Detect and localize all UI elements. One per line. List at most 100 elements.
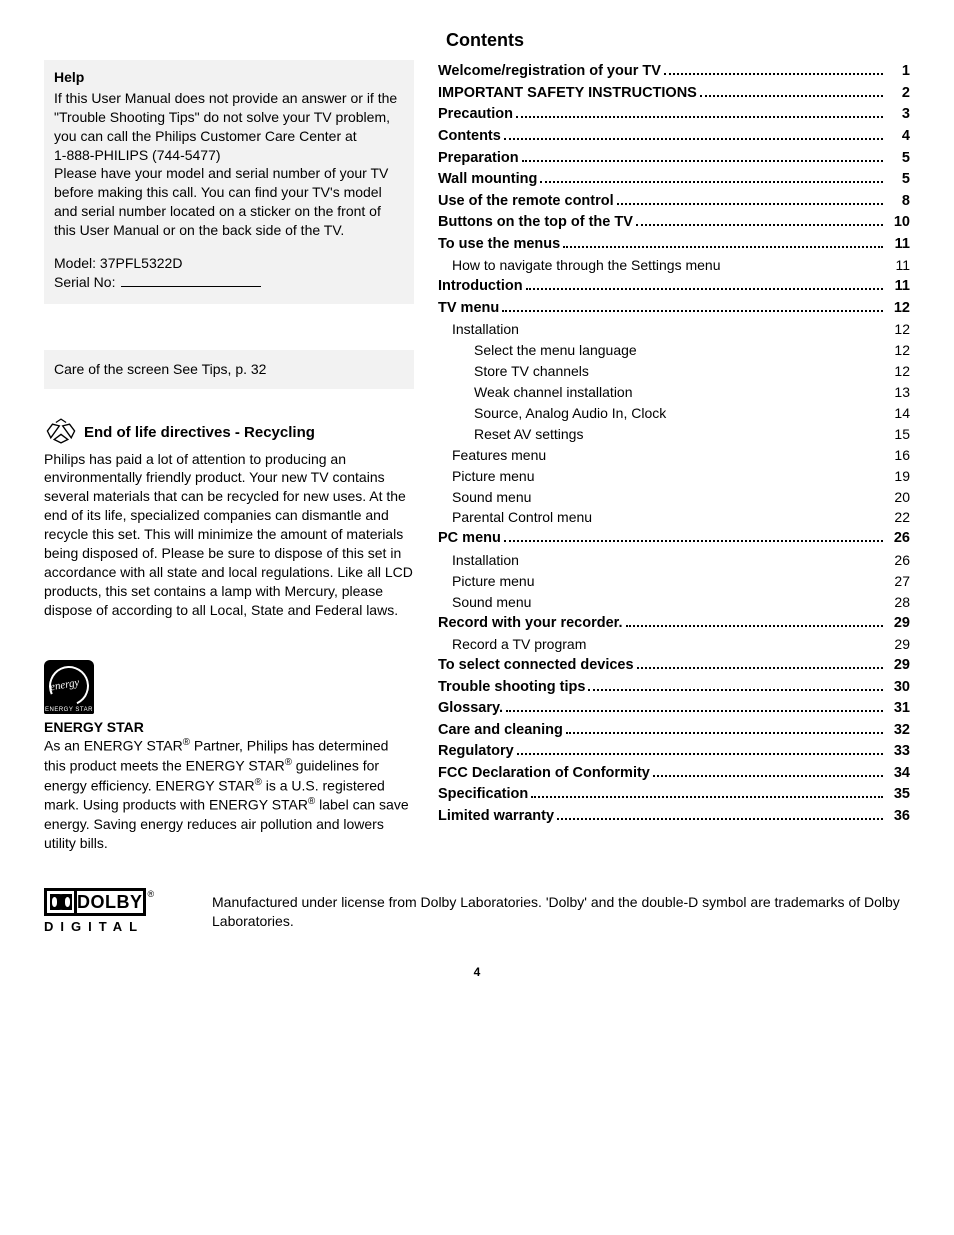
toc-label: Source, Analog Audio In, Clock: [474, 404, 666, 423]
toc-entry: Sound menu20: [438, 488, 910, 507]
toc-label: Store TV channels: [474, 362, 589, 381]
model-line: Model: 37PFL5322D: [54, 254, 404, 273]
toc-entry: Limited warranty 36: [438, 807, 910, 827]
model-value: 37PFL5322D: [100, 255, 183, 271]
toc-entry: Installation26: [438, 551, 910, 570]
toc-page-number: 27: [886, 572, 910, 591]
toc-page-number: 33: [886, 742, 910, 762]
toc-label: Preparation: [438, 149, 519, 169]
toc-entry: Select the menu language12: [438, 341, 910, 360]
toc-page-number: 13: [886, 383, 910, 402]
toc-label: Picture menu: [452, 467, 534, 486]
toc-page-number: 36: [886, 807, 910, 827]
toc-entry: Buttons on the top of the TV 10: [438, 213, 910, 233]
toc-page-number: 28: [886, 593, 910, 612]
serial-blank-field[interactable]: [121, 273, 261, 287]
help-body-2: Please have your model and serial number…: [54, 164, 404, 240]
toc-entry: Introduction11: [438, 277, 910, 297]
toc-entry: Contents4: [438, 127, 910, 147]
help-body-1: If this User Manual does not provide an …: [54, 89, 404, 146]
toc-page-number: 11: [886, 277, 910, 297]
toc-label: Reset AV settings: [474, 425, 583, 444]
toc-label: Buttons on the top of the TV: [438, 213, 633, 233]
toc-entry: PC menu26: [438, 529, 910, 549]
toc-entry: Reset AV settings 15: [438, 425, 910, 444]
toc-label: TV menu: [438, 299, 499, 319]
toc-leader-dots: [531, 796, 883, 798]
toc-leader-dots: [626, 625, 883, 627]
toc-entry: Wall mounting5: [438, 170, 910, 190]
toc-label: Features menu: [452, 446, 546, 465]
serial-label: Serial No:: [54, 273, 115, 292]
toc-entry: Picture menu 27: [438, 572, 910, 591]
toc-entry: Glossary.31: [438, 699, 910, 719]
dolby-footer: DOLBY ® DIGITAL Manufactured under licen…: [44, 888, 910, 936]
toc-page-number: 14: [886, 404, 910, 423]
toc-page-number: 5: [886, 170, 910, 190]
toc-label: Installation: [452, 320, 519, 339]
toc-leader-dots: [566, 732, 883, 734]
toc-entry: Features menu16: [438, 446, 910, 465]
energy-star-logo-bar: ENERGY STAR: [44, 706, 94, 714]
table-of-contents: Welcome/registration of your TV1IMPORTAN…: [438, 62, 910, 826]
toc-leader-dots: [540, 181, 883, 183]
toc-page-number: 34: [886, 764, 910, 784]
dolby-registered-mark: ®: [148, 888, 155, 900]
two-column-layout: Help If this User Manual does not provid…: [44, 28, 910, 852]
toc-label: Contents: [438, 127, 501, 147]
help-box: Help If this User Manual does not provid…: [44, 60, 414, 304]
toc-entry: Record with your recorder.29: [438, 614, 910, 634]
toc-page-number: 10: [886, 213, 910, 233]
dolby-license-note: Manufactured under license from Dolby La…: [212, 893, 910, 931]
toc-label: Precaution: [438, 105, 513, 125]
toc-page-number: 11: [886, 256, 910, 275]
toc-page-number: 11: [886, 235, 910, 255]
toc-page-number: 1: [886, 62, 910, 82]
toc-label: Picture menu: [452, 572, 534, 591]
toc-page-number: 8: [886, 192, 910, 212]
toc-entry: Parental Control menu22: [438, 508, 910, 527]
toc-entry: Use of the remote control8: [438, 192, 910, 212]
toc-leader-dots: [506, 710, 883, 712]
toc-entry: Weak channel installation13: [438, 383, 910, 402]
toc-page-number: 12: [886, 320, 910, 339]
toc-page-number: 26: [886, 529, 910, 549]
toc-label: Limited warranty: [438, 807, 554, 827]
toc-page-number: 3: [886, 105, 910, 125]
recycle-icon: [44, 417, 78, 450]
toc-leader-dots: [516, 116, 883, 118]
toc-page-number: 32: [886, 721, 910, 741]
toc-entry: Regulatory33: [438, 742, 910, 762]
toc-label: Select the menu language: [474, 341, 637, 360]
toc-leader-dots: [502, 310, 883, 312]
toc-page-number: 15: [886, 425, 910, 444]
contents-title: Contents: [446, 28, 910, 52]
toc-leader-dots: [653, 775, 883, 777]
toc-entry: Sound menu28: [438, 593, 910, 612]
right-column: Contents Welcome/registration of your TV…: [438, 28, 910, 852]
toc-leader-dots: [563, 246, 883, 248]
dolby-logo: DOLBY ® DIGITAL: [44, 888, 184, 936]
toc-label: Specification: [438, 785, 528, 805]
recycling-title: End of life directives - Recycling: [84, 423, 315, 443]
toc-label: To select connected devices: [438, 656, 634, 676]
toc-label: Record a TV program: [452, 635, 586, 654]
toc-entry: TV menu 12: [438, 299, 910, 319]
toc-entry: Trouble shooting tips30: [438, 678, 910, 698]
toc-leader-dots: [557, 818, 883, 820]
toc-leader-dots: [588, 689, 883, 691]
toc-page-number: 30: [886, 678, 910, 698]
model-label: Model:: [54, 255, 96, 271]
toc-page-number: 5: [886, 149, 910, 169]
toc-page-number: 12: [886, 299, 910, 319]
toc-page-number: 22: [886, 508, 910, 527]
page-number: 4: [44, 964, 910, 980]
toc-entry: Record a TV program29: [438, 635, 910, 654]
serial-line: Serial No:: [54, 273, 404, 292]
toc-label: How to navigate through the Settings men…: [452, 256, 721, 275]
dolby-double-d-icon: [47, 891, 77, 913]
toc-page-number: 35: [886, 785, 910, 805]
toc-leader-dots: [522, 160, 883, 162]
toc-entry: Installation 12: [438, 320, 910, 339]
dolby-digital-text: DIGITAL: [44, 918, 184, 936]
